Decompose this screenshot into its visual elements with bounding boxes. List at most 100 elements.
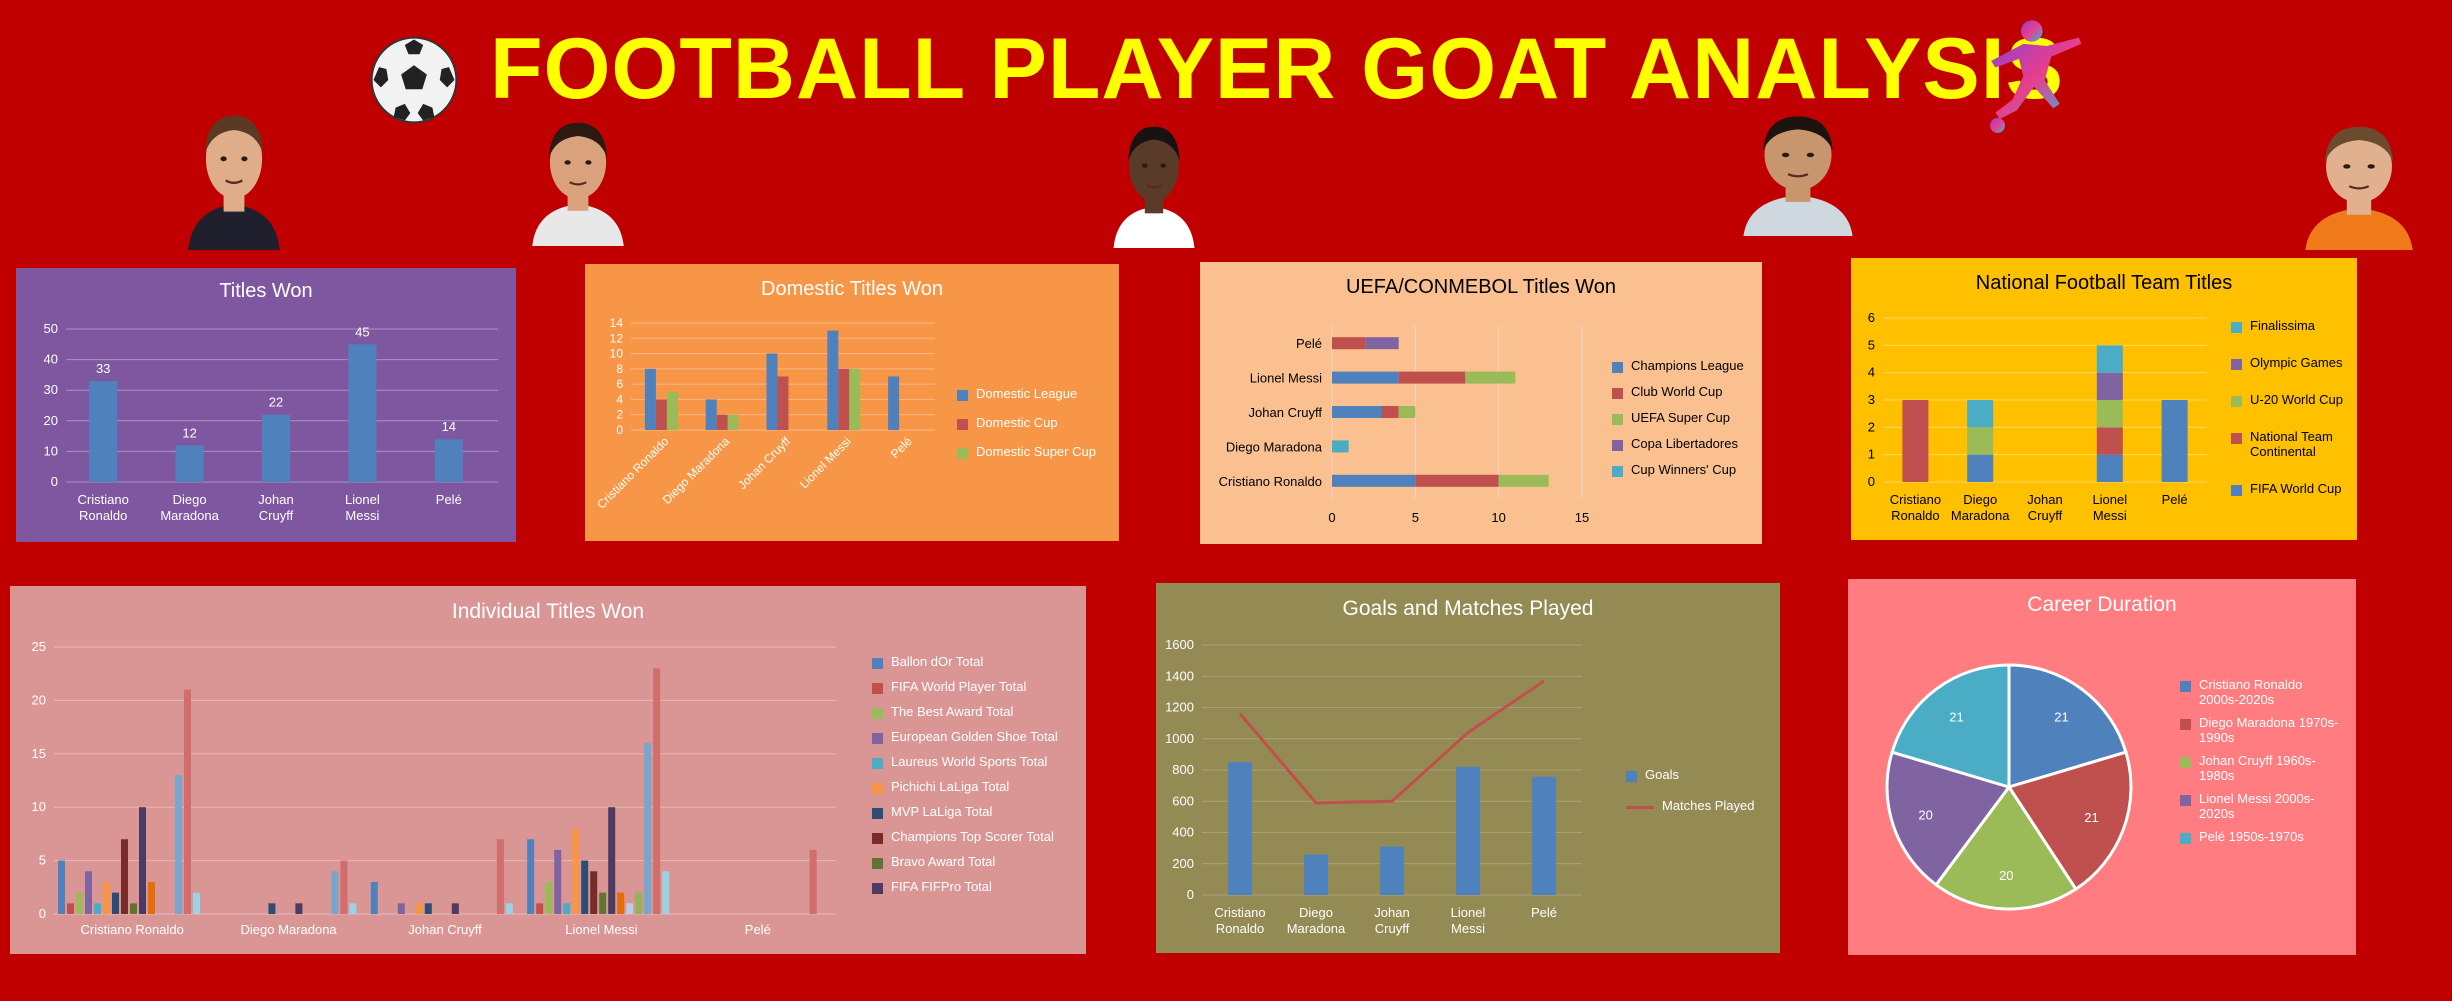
legend-item: Pichichi LaLiga Total: [872, 779, 1058, 794]
legend-label: Pelé 1950s-1970s: [2199, 829, 2304, 844]
bar: [121, 839, 128, 914]
legend-swatch: [1612, 362, 1623, 373]
legend-label: Club World Cup: [1631, 384, 1723, 399]
bar: [766, 353, 778, 430]
portrait-hair: [2324, 126, 2394, 162]
portrait-hair: [548, 122, 608, 158]
y-tick-label: 10: [44, 443, 58, 458]
legend-item: The Best Award Total: [872, 704, 1058, 719]
x-tick-label: Cristiano Ronaldo: [81, 922, 184, 937]
legend-label: Domestic Super Cup: [976, 444, 1096, 459]
bar: [1967, 427, 1994, 455]
y-tick-label: 12: [610, 331, 624, 345]
chart-legend: Cristiano Ronaldo 2000s-2020s Diego Marad…: [2180, 677, 2340, 852]
x-tick-label: Ronaldo: [79, 508, 127, 523]
legend-label: FIFA World Cup: [2250, 481, 2342, 496]
legend-item: Olympic Games: [2231, 355, 2349, 370]
chart-title: Career Duration: [2027, 593, 2177, 616]
legend-label: Matches Played: [1662, 798, 1755, 813]
legend-swatch: [872, 858, 883, 869]
y-tick-label: 200: [1172, 856, 1194, 871]
bar: [349, 903, 357, 914]
y-tick-label: 1: [1868, 447, 1875, 462]
legend-swatch: [872, 833, 883, 844]
player-portrait: [188, 115, 280, 250]
portrait-face: [549, 126, 607, 199]
legend-swatch: [872, 783, 883, 794]
y-tick-label: 8: [616, 362, 623, 376]
pie-slice: [2007, 663, 2128, 790]
y-tick-label: Johan Cruyff: [1249, 405, 1323, 420]
legend-label: The Best Award Total: [891, 704, 1014, 719]
y-tick-label: 0: [616, 423, 623, 437]
legend-swatch: [2180, 795, 2191, 806]
bar: [370, 881, 378, 914]
legend-item: Matches Played: [1626, 798, 1755, 813]
bar: [599, 892, 607, 914]
bar: [1415, 474, 1499, 487]
bar: [1228, 762, 1252, 895]
portrait-eye: [1806, 152, 1815, 158]
bar: [536, 903, 544, 914]
portrait-eye: [241, 156, 248, 162]
legend-swatch: [872, 733, 883, 744]
x-tick-label: 0: [1328, 510, 1335, 525]
legend-swatch: [1612, 440, 1623, 451]
bar: [1365, 337, 1399, 350]
bar: [527, 839, 535, 914]
x-tick-label: Lionel: [345, 492, 380, 507]
bar: [139, 807, 146, 914]
legend-swatch: [872, 883, 883, 894]
legend-item: European Golden Shoe Total: [872, 729, 1058, 744]
portrait-hair: [1763, 116, 1833, 151]
bar: [58, 860, 65, 914]
portrait-hair: [204, 115, 264, 154]
portrait-face: [205, 119, 263, 199]
legend-swatch: [957, 419, 968, 430]
bar: [295, 903, 303, 914]
y-tick-label: 4: [616, 392, 623, 406]
chart-legend: Domestic League Domestic Cup Domestic Supe…: [957, 386, 1096, 473]
x-tick-label: Cruyff: [1375, 921, 1410, 936]
legend-label: FIFA World Player Total: [891, 679, 1027, 694]
y-tick-label: 1000: [1165, 731, 1194, 746]
bar: [2096, 345, 2123, 373]
bar: [581, 860, 589, 914]
legend-item: Goals: [1626, 767, 1755, 782]
legend-item: Diego Maradona 1970s-1990s: [2180, 715, 2340, 745]
bar: [608, 807, 616, 914]
legend-label: MVP LaLiga Total: [891, 804, 993, 819]
y-tick-label: 1600: [1165, 637, 1194, 652]
data-label: 45: [355, 324, 369, 339]
y-tick-label: Cristiano Ronaldo: [1219, 474, 1322, 489]
y-tick-label: 5: [39, 853, 46, 868]
x-tick-label: Cristiano: [78, 492, 129, 507]
x-tick-label: 15: [1575, 510, 1589, 525]
x-tick-label: Messi: [1451, 921, 1485, 936]
bar: [626, 903, 634, 914]
chart-legend: Champions League Club World Cup UEFA Super…: [1612, 358, 1744, 488]
legend-item: Champions League: [1612, 358, 1744, 373]
legend-item: Bravo Award Total: [872, 854, 1058, 869]
x-tick-label: Pelé: [888, 434, 915, 461]
bar: [572, 828, 580, 914]
bar: [451, 903, 459, 914]
x-tick-label: Messi: [345, 508, 379, 523]
panel-domestic-titles: Domestic Titles Won 0 2 4 6 8 10 12 14 Cristiano…: [585, 264, 1119, 541]
bar: [1398, 371, 1466, 384]
portrait-eye: [585, 160, 592, 165]
bar: [1465, 371, 1516, 384]
legend-swatch: [957, 448, 968, 459]
x-tick-label: Johan Cruyff: [735, 434, 793, 492]
chart-goals-matches: 0 200 400 600 800 1000 1200 1400 1600 CristianoRo…: [1165, 637, 1582, 936]
pie-slice: [1890, 663, 2011, 790]
bar: [397, 903, 405, 914]
legend-item: FIFA World Cup: [2231, 481, 2349, 496]
chart-career-duration: 21 21 20 20 21: [1885, 663, 2133, 911]
bar: [2161, 400, 2188, 482]
portrait-hair: [1128, 126, 1180, 162]
data-label: 21: [1949, 710, 1963, 725]
y-tick-label: 800: [1172, 762, 1194, 777]
portrait-shirt: [188, 204, 280, 250]
